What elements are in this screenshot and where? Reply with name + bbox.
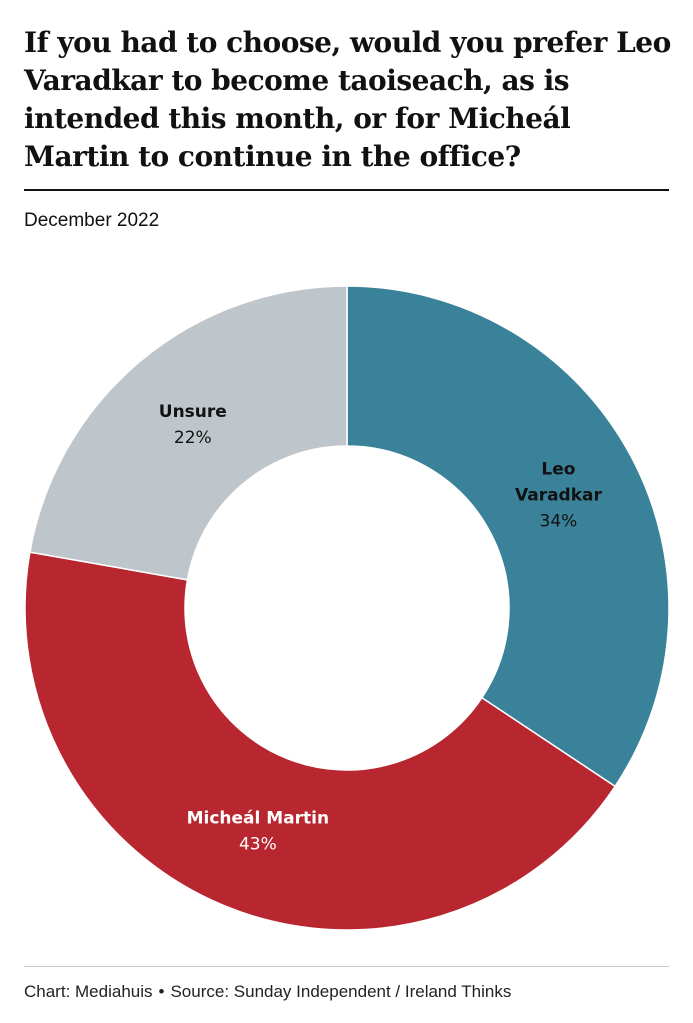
label-unsure: Unsure 22% (159, 402, 227, 448)
chart-title: If you had to choose, would you prefer L… (24, 26, 671, 173)
slice-value-micheal-martin: 43% (239, 835, 277, 855)
footer-divider (24, 966, 669, 967)
footer-separator: • (158, 982, 165, 1001)
slice-name-leo-varadkar: Varadkar (515, 486, 603, 506)
chart-source: Source: Sunday Independent / Ireland Thi… (170, 982, 512, 1001)
slice-micheal-martin (24, 551, 617, 931)
slice-value-unsure: 22% (174, 428, 212, 448)
chart-footer: Chart: Mediahuis • Source: Sunday Independ… (24, 980, 511, 1004)
slice-name-leo-varadkar: Leo (541, 460, 575, 480)
title-divider (24, 189, 669, 191)
label-leo-varadkar: Leo Varadkar 34% (515, 460, 603, 532)
slice-value-leo-varadkar: 34% (540, 512, 578, 532)
label-micheal-martin: Micheál Martin 43% (187, 809, 330, 855)
donut-chart: Leo Varadkar 34% Micheál Martin 43% Unsure 22% (24, 285, 670, 931)
slice-name-unsure: Unsure (159, 402, 227, 422)
chart-subtitle: December 2022 (24, 210, 160, 231)
slice-name-micheal-martin: Micheál Martin (187, 809, 330, 829)
slice-leo-varadkar (346, 285, 670, 788)
slice-unsure (29, 285, 348, 581)
chart-credit: Chart: Mediahuis (24, 982, 153, 1001)
